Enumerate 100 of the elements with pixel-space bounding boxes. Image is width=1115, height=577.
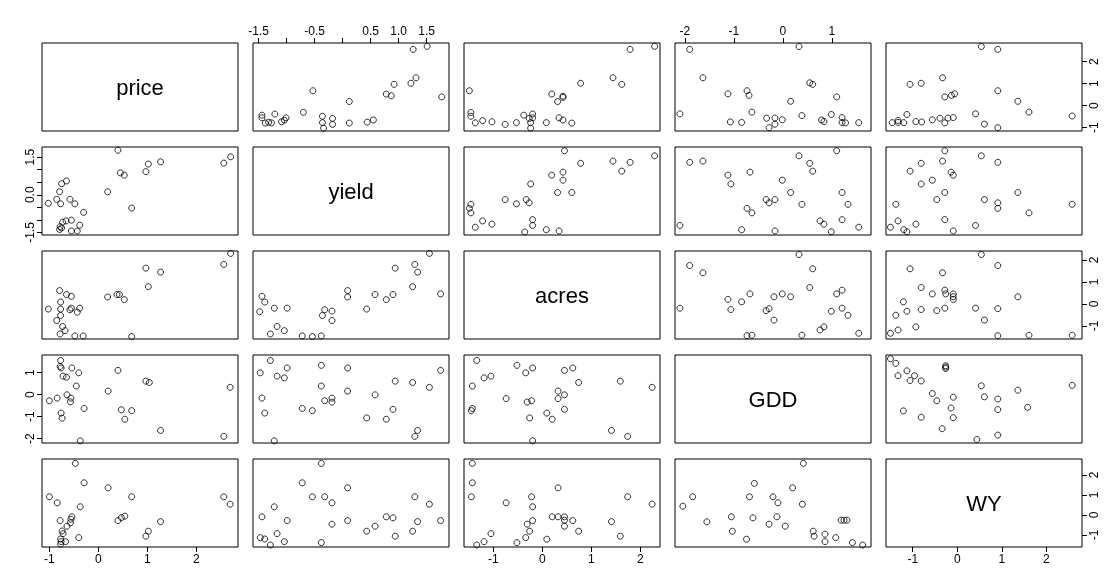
point <box>609 74 617 82</box>
point <box>363 118 371 126</box>
point <box>344 517 352 525</box>
point <box>906 167 914 175</box>
point <box>745 91 753 99</box>
point <box>903 367 911 375</box>
point <box>67 394 75 402</box>
point <box>900 119 908 127</box>
point <box>899 298 907 306</box>
point <box>806 284 814 292</box>
point <box>894 217 902 225</box>
x-tick-label: -2 <box>679 24 691 38</box>
point <box>59 322 67 330</box>
point <box>972 221 980 229</box>
point <box>328 394 336 402</box>
point <box>479 217 487 225</box>
point <box>827 111 835 118</box>
point <box>220 432 228 440</box>
point <box>473 357 481 364</box>
point <box>317 539 325 547</box>
point <box>53 195 61 203</box>
point <box>329 120 337 128</box>
point <box>949 227 957 235</box>
point <box>560 513 568 521</box>
point <box>382 90 390 98</box>
point <box>773 513 781 521</box>
point <box>699 157 707 165</box>
point <box>57 311 65 319</box>
point <box>318 311 326 319</box>
point <box>527 180 535 188</box>
point <box>512 200 520 208</box>
point <box>980 316 988 324</box>
point <box>743 204 751 212</box>
point <box>748 209 756 217</box>
point <box>57 200 65 208</box>
point <box>1014 293 1022 301</box>
y-tick-label: 0 <box>1087 511 1101 519</box>
point <box>763 114 771 122</box>
point <box>423 42 431 50</box>
point <box>104 484 112 492</box>
point <box>473 541 481 549</box>
point <box>789 484 797 492</box>
point <box>703 518 711 526</box>
point <box>266 541 274 549</box>
point <box>743 535 751 543</box>
point <box>280 327 288 335</box>
point <box>128 407 136 415</box>
point <box>745 493 753 501</box>
point <box>256 534 264 542</box>
point <box>770 316 778 324</box>
point <box>308 407 316 415</box>
point <box>227 249 235 257</box>
point <box>548 415 556 423</box>
point <box>471 223 479 231</box>
x-tick-label: 0 <box>95 552 103 566</box>
point <box>616 532 624 540</box>
point <box>575 527 583 535</box>
point <box>61 327 69 335</box>
point <box>53 317 61 325</box>
point <box>57 298 65 306</box>
point <box>128 204 136 212</box>
point <box>280 538 288 546</box>
point <box>1068 112 1076 120</box>
point <box>487 372 495 380</box>
point <box>390 80 398 88</box>
point <box>977 382 985 390</box>
point <box>308 333 316 341</box>
point <box>947 404 955 412</box>
point <box>833 290 841 298</box>
point <box>977 152 985 160</box>
point <box>560 391 568 399</box>
point <box>771 196 779 204</box>
x-tick-label: 0 <box>953 552 961 566</box>
text: WY <box>966 490 1003 516</box>
point <box>261 535 269 543</box>
point <box>344 293 352 301</box>
point <box>949 393 957 401</box>
point <box>501 120 509 128</box>
point <box>771 120 779 128</box>
point <box>798 112 806 120</box>
point <box>117 514 125 522</box>
text: price <box>116 74 164 100</box>
point <box>75 369 83 377</box>
point <box>525 114 533 122</box>
point <box>104 188 112 196</box>
y-tick-label: 0 <box>1087 300 1101 308</box>
point <box>555 114 563 122</box>
point <box>467 200 475 208</box>
point <box>838 118 846 126</box>
point <box>980 120 988 128</box>
point <box>676 110 684 118</box>
point <box>762 307 770 315</box>
point <box>258 114 266 122</box>
point <box>771 114 779 122</box>
point <box>933 196 941 204</box>
point <box>781 522 789 530</box>
point <box>104 387 112 395</box>
point <box>765 124 773 132</box>
point <box>328 520 336 528</box>
x-tick-label: 0.5 <box>362 24 380 38</box>
